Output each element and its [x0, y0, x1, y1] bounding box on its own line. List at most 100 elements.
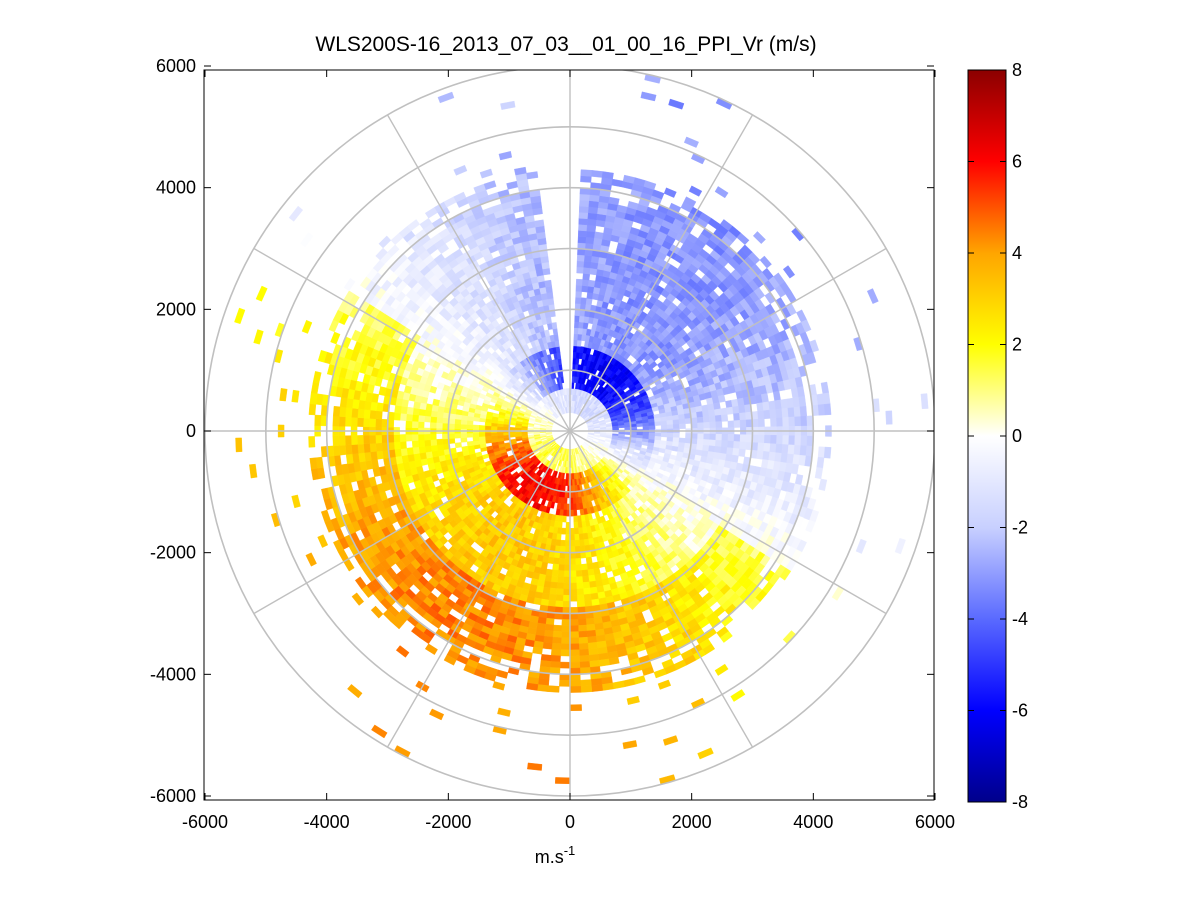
- velocity-gate: [788, 435, 796, 446]
- velocity-gate: [430, 444, 438, 452]
- velocity-gate: [727, 420, 735, 428]
- velocity-gate: [580, 563, 588, 571]
- velocity-gate: [472, 432, 480, 438]
- velocity-gate: [642, 422, 650, 427]
- velocity-gate: [586, 562, 594, 571]
- velocity-gate: [800, 435, 808, 447]
- velocity-gate: [573, 527, 579, 535]
- velocity-gate: [569, 546, 576, 553]
- velocity-gate: [760, 393, 769, 403]
- velocity-gate: [424, 415, 432, 423]
- velocity-gate: [418, 408, 426, 416]
- velocity-gate: [679, 423, 686, 429]
- velocity-gate: [569, 552, 576, 560]
- velocity-gate: [726, 447, 734, 456]
- velocity-gate: [776, 435, 784, 445]
- velocity-gate: [569, 643, 580, 651]
- velocity-gate: [781, 407, 789, 418]
- velocity-gate: [454, 423, 461, 429]
- velocity-gate: [582, 322, 589, 330]
- velocity-gate: [660, 432, 668, 438]
- velocity-gate: [714, 446, 722, 454]
- velocity-gate: [369, 418, 376, 428]
- velocity-gate: [703, 433, 711, 441]
- velocity-gate: [709, 433, 717, 441]
- velocity-gate: [575, 284, 583, 292]
- velocity-gate: [369, 442, 377, 453]
- velocity-gate: [411, 433, 419, 442]
- velocity-gate: [417, 421, 425, 429]
- velocity-gate: [532, 646, 543, 655]
- velocity-gate: [584, 254, 593, 263]
- velocity-gate: [547, 297, 555, 306]
- velocity-gate: [561, 631, 571, 639]
- velocity-gate: [460, 419, 468, 425]
- velocity-gate: [573, 509, 578, 517]
- velocity-gate: [678, 413, 686, 420]
- velocity-gate: [571, 382, 575, 389]
- velocity-gate: [757, 442, 765, 452]
- velocity-gate: [430, 410, 438, 418]
- velocity-gate: [550, 655, 561, 663]
- velocity-gate: [575, 290, 582, 298]
- velocity-gate: [375, 418, 383, 428]
- velocity-gate: [576, 515, 582, 523]
- velocity-gate: [588, 574, 596, 583]
- velocity-gate: [563, 576, 571, 584]
- velocity-gate: [579, 508, 585, 516]
- velocity-gate: [588, 648, 599, 656]
- velocity-gate: [569, 607, 578, 614]
- velocity-gate: [436, 416, 444, 424]
- velocity-gate: [564, 540, 571, 547]
- velocity-gate: [733, 412, 741, 421]
- velocity-gate: [588, 580, 597, 589]
- velocity-gate: [563, 570, 571, 578]
- velocity-gate: [575, 558, 582, 565]
- velocity-gate: [460, 437, 468, 443]
- velocity-gate: [739, 419, 747, 428]
- velocity-gate: [429, 421, 437, 429]
- velocity-gate: [351, 407, 359, 418]
- velocity-gate: [406, 447, 414, 456]
- velocity-gate: [550, 648, 562, 657]
- velocity-gate: [555, 594, 564, 602]
- velocity-gate: [363, 443, 371, 453]
- velocity-gate: [788, 416, 796, 427]
- velocity-gate: [720, 407, 728, 416]
- velocity-gate: [757, 410, 765, 420]
- velocity-gate: [552, 563, 560, 571]
- velocity-gate: [406, 406, 414, 415]
- velocity-gate: [569, 637, 580, 645]
- velocity-gate: [666, 424, 674, 430]
- velocity-gate: [551, 569, 559, 577]
- velocity-gate: [581, 569, 589, 577]
- velocity-gate: [793, 444, 801, 456]
- velocity-gate: [702, 410, 710, 418]
- velocity-gate: [552, 557, 560, 565]
- velocity-gate: [732, 447, 740, 457]
- velocity-gate: [577, 521, 583, 529]
- velocity-gate: [399, 412, 407, 421]
- velocity-gate: [569, 667, 581, 675]
- velocity-gate: [339, 444, 347, 456]
- velocity-gate: [578, 539, 585, 547]
- velocity-gate: [578, 533, 584, 541]
- velocity-gate: [466, 440, 474, 447]
- velocity-gate: [587, 218, 597, 227]
- velocity-gate: [733, 420, 741, 428]
- velocity-gate: [782, 416, 790, 427]
- velocity-gate: [579, 661, 591, 669]
- velocity-gate: [707, 403, 715, 411]
- velocity-gate: [772, 390, 781, 402]
- velocity-gate: [586, 623, 596, 632]
- velocity-gate: [790, 463, 799, 475]
- velocity-gate: [569, 588, 578, 596]
- velocity-gate: [527, 428, 534, 431]
- velocity-gate: [339, 406, 347, 418]
- velocity-gate: [508, 426, 516, 431]
- velocity-gate: [671, 445, 679, 452]
- velocity-gate: [799, 405, 808, 417]
- velocity-gate: [589, 660, 600, 668]
- velocity-gate: [394, 404, 402, 414]
- velocity-gate: [589, 194, 600, 202]
